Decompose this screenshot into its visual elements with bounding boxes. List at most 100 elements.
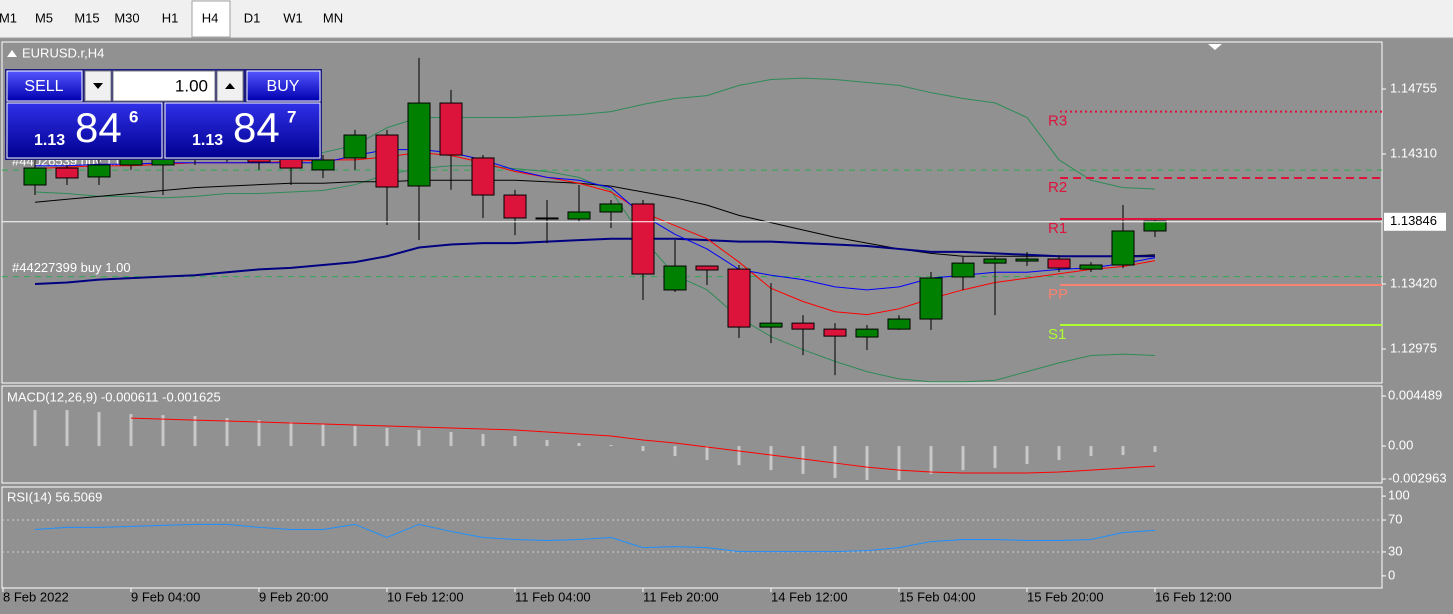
candle-body [1047, 258, 1071, 269]
candle-body [887, 318, 911, 330]
y-tick-label: 30 [1388, 543, 1402, 558]
candle-body [23, 167, 47, 186]
candle-body [1143, 220, 1167, 232]
macd-bar [737, 446, 741, 466]
macd-bar [353, 425, 357, 447]
candle-body [343, 134, 367, 159]
timeframe-button[interactable]: M30 [114, 10, 139, 25]
up-arrow [225, 83, 235, 89]
fraction: 7 [287, 107, 296, 126]
collapse-arrow [7, 50, 17, 57]
big-figure: 1.13 [34, 132, 65, 149]
pivot-label: S1 [1048, 326, 1066, 343]
candle-body [951, 262, 975, 278]
sell-button[interactable] [6, 70, 83, 102]
macd-bar [769, 446, 773, 471]
macd-bar [321, 423, 325, 447]
order-label: #44227399 buy 1.00 [12, 260, 131, 275]
volume: 1.00 [175, 76, 208, 95]
toolbar-bg [0, 0, 1453, 38]
pivot-label: R3 [1048, 113, 1067, 130]
x-tick-label: 9 Feb 04:00 [131, 589, 200, 604]
candle-body [919, 277, 943, 320]
candle-body [375, 134, 399, 188]
timeframe-button[interactable]: M15 [74, 10, 99, 25]
timeframe-button[interactable]: H1 [162, 10, 179, 25]
one-click-trading: SELL 1.00 BUY 1.13 84 6 1.13 84 7 [5, 69, 322, 160]
candle-body [87, 164, 111, 178]
buy-button[interactable] [246, 70, 321, 102]
candle-body [407, 102, 431, 187]
macd-bar [417, 429, 421, 447]
x-tick-label: 9 Feb 20:00 [259, 589, 328, 604]
pips: 84 [233, 104, 280, 151]
active-timeframe [191, 0, 231, 38]
timeframe-button[interactable]: D1 [244, 10, 261, 25]
y-tick-label: 1.14755 [1390, 80, 1437, 95]
macd-bar [833, 446, 837, 478]
big-figure: 1.13 [192, 132, 223, 149]
candle-body [503, 194, 527, 219]
candle-body [759, 322, 783, 328]
sell-price-box[interactable] [6, 102, 163, 159]
macd-frame [1, 385, 1383, 484]
timeframe-button[interactable]: H4 [202, 10, 219, 25]
candle-body [1015, 258, 1039, 262]
pivot-label: PP [1048, 286, 1068, 303]
candle-body [567, 211, 591, 220]
y-tick-label: 1.14310 [1390, 145, 1437, 160]
shift-marker [1208, 44, 1222, 50]
last-price-box [1384, 212, 1446, 231]
candle-body [791, 322, 815, 330]
timeframe-button[interactable]: MN [323, 10, 343, 25]
macd-bar [1121, 446, 1125, 456]
rsi-frame [1, 486, 1383, 589]
timeframe-button[interactable]: M1 [0, 10, 17, 25]
macd-bar [65, 410, 69, 447]
indicator-line [34, 179, 1156, 257]
timeframe-button[interactable]: M5 [35, 10, 53, 25]
macd-bar [961, 446, 965, 471]
macd-bar [545, 440, 549, 447]
candle-body [855, 328, 879, 338]
y-tick-label: 0.00 [1388, 437, 1413, 452]
fraction: 6 [129, 107, 138, 126]
macd-bar [385, 427, 389, 447]
y-tick-label: 70 [1388, 511, 1402, 526]
y-tick-label: 1.12975 [1390, 340, 1437, 355]
volume-input[interactable] [112, 70, 216, 102]
candle-body [599, 203, 623, 213]
candle-body [535, 217, 559, 220]
candle-body [1079, 264, 1103, 270]
macd-bar [577, 443, 581, 447]
y-tick-label: 0.004489 [1388, 387, 1442, 402]
indicator-line [34, 237, 1155, 285]
macd-bar [449, 431, 453, 447]
macd-bar [1057, 446, 1061, 461]
x-tick-label: 8 Feb 2022 [3, 589, 69, 604]
macd-bar [705, 446, 709, 461]
y-tick-label: 1.13420 [1390, 275, 1437, 290]
y-tick-label: 0 [1388, 567, 1395, 582]
x-tick-label: 14 Feb 12:00 [771, 589, 848, 604]
macd-bar [993, 446, 997, 469]
candle-body [439, 102, 463, 156]
macd-bar [1153, 446, 1157, 453]
candle-body [55, 167, 79, 179]
macd-bar [897, 446, 901, 480]
buy-price-box[interactable] [164, 102, 321, 159]
x-tick-label: 15 Feb 20:00 [1027, 589, 1104, 604]
macd-signal [130, 417, 1156, 474]
macd-bar [97, 412, 101, 447]
timeframe-toolbar: M1 M5 M15 M30 H1 H4 D1 W1 MN [0, 0, 1453, 39]
sell-label: SELL [24, 78, 63, 95]
macd-bar [481, 433, 485, 447]
macd-bar [641, 446, 645, 452]
candle-body [631, 203, 655, 275]
timeframe-button[interactable]: W1 [283, 10, 303, 25]
macd-bar [1025, 446, 1029, 465]
candle-body [1111, 230, 1135, 266]
pivot-label: R2 [1048, 179, 1067, 196]
macd-bar [193, 416, 197, 447]
